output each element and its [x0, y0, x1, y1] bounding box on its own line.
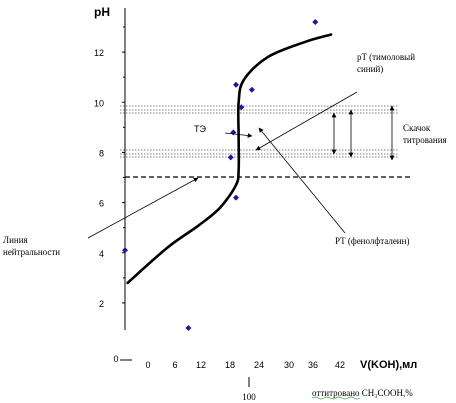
bottom-hundred-label: 100: [242, 392, 256, 402]
bottom-caption: оттитровано CH₃COOH,%: [312, 388, 413, 398]
y-tick-label: 4: [99, 249, 104, 259]
data-point: [233, 194, 239, 201]
data-point: [248, 86, 255, 93]
x-tick-label: 24: [254, 360, 264, 370]
pt-label: pT (тимоловый синий): [357, 52, 415, 74]
jump-label: Скачок титрования: [403, 123, 447, 145]
data-point: [122, 247, 128, 254]
phenol-label: РТ (фенолфталеин): [335, 236, 409, 246]
phenol-arrow: [258, 127, 346, 234]
titration-curve: [126, 33, 333, 285]
neutral-line-arrow: [87, 177, 199, 239]
caption-underline: [311, 396, 361, 400]
bottom-zero-label: 0: [113, 354, 118, 364]
y-tick-label: 2: [99, 299, 104, 309]
data-point: [233, 81, 239, 88]
y-tick-label: 10: [94, 98, 104, 108]
data-point: [312, 18, 319, 25]
y-tick-label: 6: [99, 199, 104, 209]
te-arrow: [224, 132, 253, 138]
x-tick-label: 6: [172, 360, 177, 370]
y-axis-label: pH: [94, 5, 110, 19]
x-tick-label: 0: [145, 360, 150, 370]
x-tick-label: 36: [308, 360, 318, 370]
neutral-line-label: Линия нейтральности: [3, 235, 60, 257]
data-point: [238, 104, 245, 111]
pt-arrow: [255, 91, 358, 151]
x-axis-label: V(KOH),мл: [360, 359, 417, 371]
y-tick-label: 8: [99, 148, 104, 158]
y-tick-label: 12: [94, 48, 104, 58]
x-tick-label: 18: [225, 360, 235, 370]
te-label: ТЭ: [194, 124, 206, 134]
x-tick-label: 30: [284, 360, 294, 370]
data-point: [185, 325, 192, 331]
data-point: [227, 154, 234, 161]
x-tick-label: 42: [335, 360, 345, 370]
x-tick-label: 12: [196, 360, 206, 370]
